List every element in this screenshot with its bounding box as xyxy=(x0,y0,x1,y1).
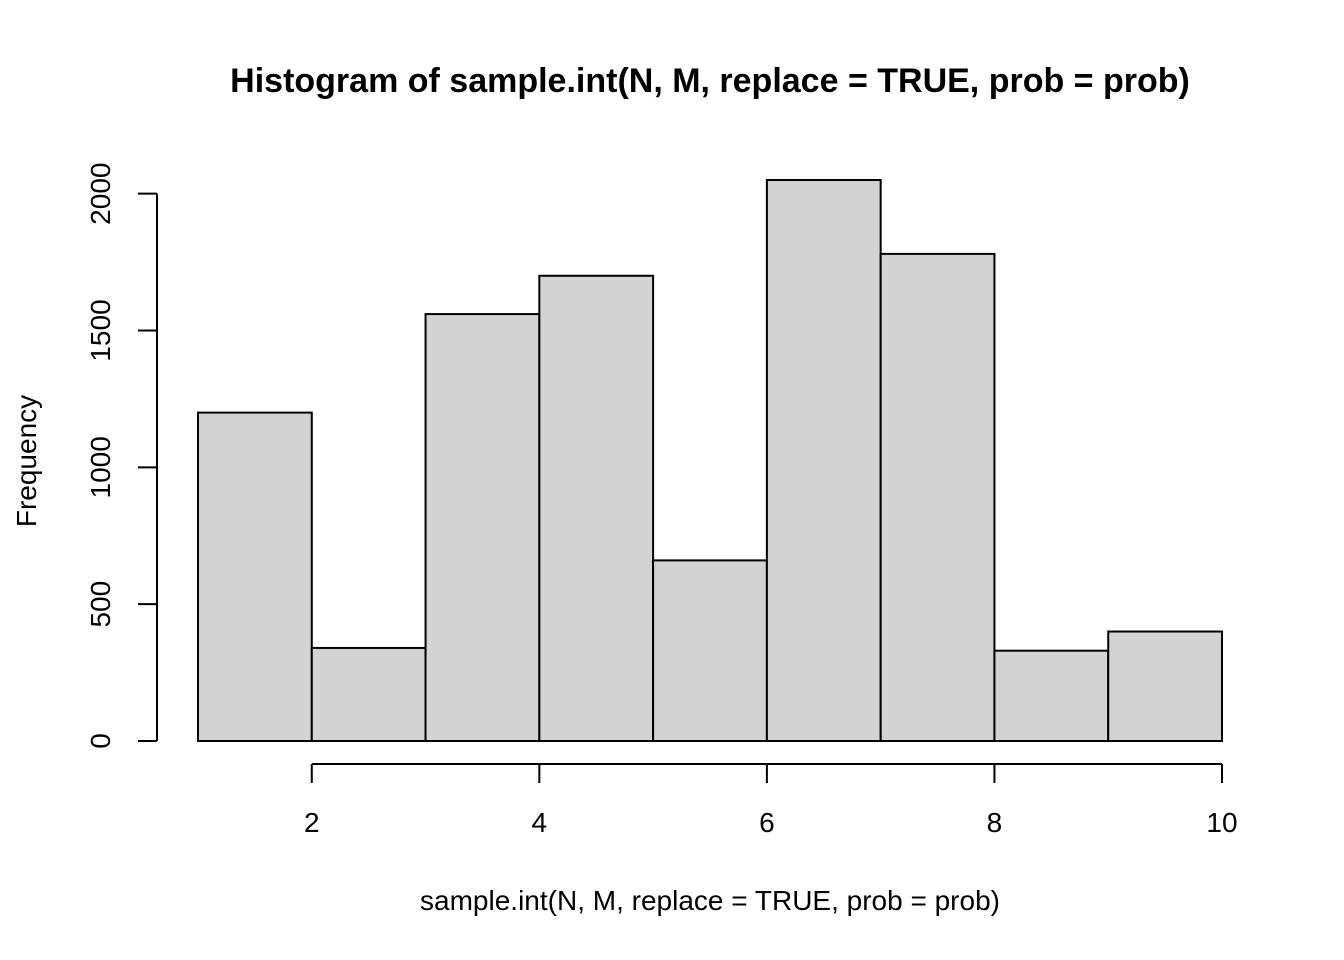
bar-9 xyxy=(1107,630,1223,742)
x-tick-label-10: 10 xyxy=(1206,807,1237,838)
bar-4 xyxy=(538,274,655,742)
x-axis: 2 4 6 8 10 xyxy=(304,763,1238,838)
x-tick-label-8: 8 xyxy=(987,807,1003,838)
y-axis-label: Frequency xyxy=(11,395,42,527)
y-tick-label-1500: 1500 xyxy=(85,299,116,361)
chart-title: Histogram of sample.int(N, M, replace = … xyxy=(230,62,1190,100)
bar-2 xyxy=(310,646,427,743)
y-tick-label-500: 500 xyxy=(85,581,116,628)
x-tick-label-6: 6 xyxy=(759,807,775,838)
x-tick-label-2: 2 xyxy=(304,807,320,838)
bar-5 xyxy=(652,559,768,743)
bar-1 xyxy=(197,411,313,742)
bar-8 xyxy=(993,649,1110,743)
y-tick-label-1000: 1000 xyxy=(85,436,116,498)
bar-7 xyxy=(879,252,996,742)
y-tick-label-0: 0 xyxy=(85,733,116,749)
y-axis: 0 500 1000 1500 2000 xyxy=(85,163,158,749)
y-tick-label-2000: 2000 xyxy=(85,163,116,225)
bar-6 xyxy=(765,179,882,742)
x-tick-label-4: 4 xyxy=(532,807,548,838)
bars-group xyxy=(197,179,1223,743)
bar-3 xyxy=(424,313,541,742)
x-axis-label: sample.int(N, M, replace = TRUE, prob = … xyxy=(420,885,1000,916)
